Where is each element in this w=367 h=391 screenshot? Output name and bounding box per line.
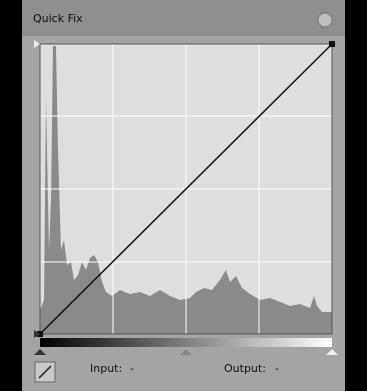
- input-value: -: [130, 362, 134, 375]
- output-marker[interactable]: [34, 40, 40, 48]
- input-gradient: [40, 338, 332, 347]
- collapse-button[interactable]: [317, 12, 333, 28]
- graph-border: [39, 43, 333, 335]
- black-point-slider[interactable]: [34, 349, 46, 355]
- white-point-slider[interactable]: [326, 349, 338, 355]
- output-marker[interactable]: [34, 330, 40, 338]
- grid: [40, 44, 332, 334]
- output-label: Output:: [224, 362, 266, 375]
- curve-tool-icon: [38, 365, 52, 379]
- title-bar: [22, 0, 345, 36]
- midtone-slider[interactable]: [180, 349, 192, 355]
- input-label: Input:: [90, 362, 122, 375]
- panel-title: Quick Fix: [33, 12, 83, 25]
- curve[interactable]: [39, 43, 333, 335]
- curve-point[interactable]: [329, 41, 335, 47]
- output-value: -: [275, 362, 279, 375]
